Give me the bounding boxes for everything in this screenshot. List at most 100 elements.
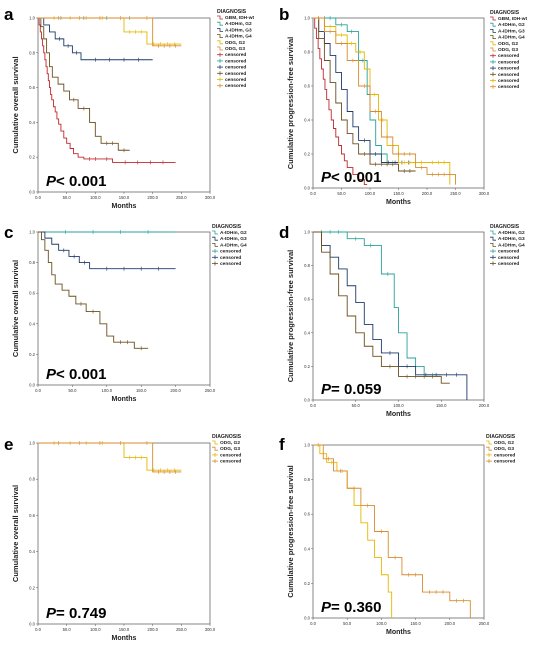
- legend-entry: A-IDHm, G2: [220, 230, 247, 236]
- km-curve-a-idhm-g4: [313, 17, 416, 172]
- km-curve-a-idhm-g3: [313, 231, 468, 400]
- legend-entry: censored: [498, 84, 519, 90]
- legend-entry: A-IDHm, G4: [498, 242, 525, 248]
- y-tick-label: 0.8: [29, 477, 35, 482]
- y-tick-label: 1.0: [29, 16, 35, 21]
- legend-swatch: [490, 29, 496, 33]
- legend-entry: ODG, G3: [220, 446, 240, 452]
- legend-entry: censored: [498, 78, 519, 84]
- km-curve-a-idhm-g4: [313, 231, 450, 384]
- x-tick-label: 200.0: [445, 621, 456, 626]
- x-axis-label: Months: [112, 396, 137, 403]
- legend-swatch: [490, 41, 496, 46]
- p-value: < 0.001: [331, 169, 381, 186]
- legend-entry: A-IDHm, G2: [498, 230, 525, 236]
- y-axis-label: Cumulative overall survival: [11, 485, 20, 582]
- legend-swatch: [217, 28, 223, 32]
- y-tick-label: 0.4: [29, 120, 35, 125]
- y-tick-label: 0.2: [29, 352, 35, 357]
- x-tick-label: 50.0: [63, 627, 72, 632]
- legend-entry: censored: [225, 65, 246, 71]
- x-axis-label: Months: [386, 629, 411, 636]
- legend-swatch: [486, 440, 492, 445]
- legend-swatch: [212, 446, 218, 451]
- p-value: = 0.059: [331, 381, 381, 398]
- km-curve-odg-g2: [38, 442, 182, 471]
- panel-letter: a: [4, 5, 14, 24]
- km-curve-a-idhm-g2: [313, 231, 442, 376]
- panel-letter: b: [279, 5, 289, 24]
- y-tick-label: 0.4: [29, 549, 35, 554]
- x-tick-label: 0.0: [35, 195, 41, 200]
- panel-c: c 0.0 0.2 0.4 0.6 0.8 1.0 0.0 50.0 100.0 150.0 200.…: [4, 223, 247, 403]
- legend-swatch: [486, 446, 492, 451]
- y-tick-label: 0.6: [29, 291, 35, 296]
- p-value-annotation: P= 0.059: [321, 381, 381, 398]
- x-tick-label: 50.0: [343, 621, 352, 626]
- legend-swatch: [212, 243, 218, 247]
- p-value: < 0.001: [56, 173, 106, 190]
- x-tick-label: 150.0: [136, 388, 147, 393]
- legend-entry: A-IDHm, G3: [220, 236, 247, 242]
- y-tick-label: 1.0: [29, 230, 35, 235]
- legend-entry: A-IDHm, G4: [220, 242, 247, 248]
- km-curve-a-idhm-g2: [313, 17, 399, 163]
- km-curve-gbm-idh-wt: [313, 17, 368, 186]
- legend-entry: censored: [220, 249, 241, 255]
- legend-entry: ODG, G3: [494, 446, 514, 452]
- x-tick-label: 300.0: [479, 191, 490, 196]
- x-tick-label: 200.0: [147, 195, 158, 200]
- y-axis-label: Cumulative progression-free survival: [286, 250, 295, 383]
- x-tick-label: 0.0: [310, 403, 316, 408]
- legend-entry: censored: [225, 83, 246, 89]
- x-tick-label: 50.0: [68, 388, 77, 393]
- legend-entry: censored: [498, 59, 519, 65]
- legend-swatch: [490, 230, 496, 235]
- km-curve-a-idhm-g3: [38, 17, 153, 61]
- p-value-annotation: P< 0.001: [321, 169, 381, 186]
- x-tick-label: 100.0: [365, 191, 376, 196]
- y-tick-label: 0.4: [29, 321, 35, 326]
- x-axis-label: Months: [386, 411, 411, 418]
- legend-entry: A-IDHm, G3: [498, 236, 525, 242]
- x-tick-label: 300.0: [205, 627, 216, 632]
- legend-entry: A-IDHm, G2: [498, 22, 525, 28]
- x-tick-label: 150.0: [436, 403, 447, 408]
- x-axis-label: Months: [112, 203, 137, 210]
- y-tick-label: 0.8: [304, 50, 310, 55]
- legend-entry: censored: [498, 261, 519, 267]
- y-tick-label: 0.6: [304, 297, 310, 302]
- x-tick-label: 250.0: [176, 195, 187, 200]
- p-value-annotation: P= 0.360: [321, 599, 381, 616]
- legend-entry: censored: [498, 53, 519, 59]
- y-tick-label: 1.0: [304, 16, 310, 21]
- legend-swatch: [212, 236, 218, 241]
- km-curve-a-idhm-g4: [38, 17, 130, 151]
- legend-entry: A-IDHm, G3: [225, 27, 252, 33]
- legend-entry: censored: [220, 255, 241, 261]
- p-value-prefix: P: [321, 599, 332, 616]
- panel-letter: c: [4, 223, 13, 242]
- legend-title: DIAGNOSIS: [212, 224, 242, 230]
- x-axis-label: Months: [112, 635, 137, 642]
- legend-entry: GBM, IDH-wt: [225, 15, 254, 21]
- y-tick-label: 0.8: [29, 260, 35, 265]
- plot-frame: [312, 444, 485, 619]
- y-tick-label: 0.8: [29, 50, 35, 55]
- legend-entry: ODG, G2: [225, 40, 245, 46]
- p-value-prefix: P: [46, 605, 57, 622]
- legend-entry: censored: [498, 72, 519, 78]
- y-tick-label: 0.2: [304, 364, 310, 369]
- y-tick-label: 0.0: [304, 398, 310, 403]
- p-value: < 0.001: [56, 366, 106, 383]
- y-axis-label: Cumulative overall survival: [11, 260, 20, 357]
- legend-entry: A-IDHm, G4: [225, 34, 252, 40]
- legend-swatch: [217, 21, 223, 26]
- plot-frame: [37, 231, 211, 386]
- km-curve-odg-g3: [38, 442, 182, 473]
- x-tick-label: 100.0: [376, 621, 387, 626]
- legend-swatch: [490, 35, 496, 39]
- legend-title: DIAGNOSIS: [490, 224, 520, 230]
- p-value: = 0.749: [56, 605, 106, 622]
